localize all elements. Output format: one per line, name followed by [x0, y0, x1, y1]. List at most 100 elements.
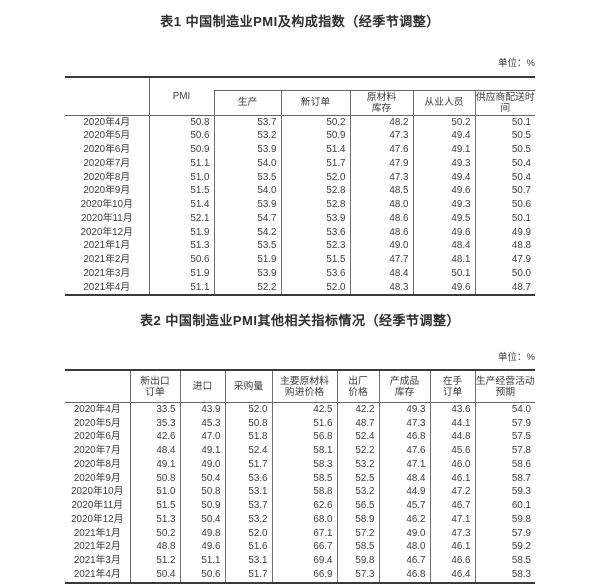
cell-value: 50.2 [280, 115, 350, 130]
cell-value: 49.3 [412, 156, 475, 171]
cell-value: 51.1 [148, 280, 214, 296]
cell-value: 49.1 [179, 444, 225, 458]
cell-value: 50.5 [474, 129, 535, 143]
cell-value: 43.6 [429, 402, 475, 417]
cell-value: 54.0 [474, 402, 535, 417]
cell-value: 35.3 [129, 416, 180, 431]
col-pmi: PMI [148, 77, 214, 115]
col-finished-goods-inventory: 产成品 库存 [378, 370, 430, 403]
cell-value: 46.7 [429, 499, 475, 513]
row-month-label: 2020年6月 [83, 144, 131, 155]
cell-value: 54.7 [213, 211, 281, 226]
table-row: 2020年6月 42.6 47.0 51.8 56.8 52.4 46.8 44.8 57.5 [65, 430, 535, 444]
row-month-label: 2020年8月 [83, 171, 131, 183]
cell-value: 48.8 [474, 239, 535, 253]
cell-value: 51.4 [280, 143, 350, 157]
cell-value: 50.8 [224, 416, 272, 431]
table-row: 2020年8月 51.0 53.5 52.0 47.3 49.4 50.4 [65, 170, 535, 185]
cell-value: 52.0 [280, 170, 350, 185]
cell-value: 51.1 [148, 156, 214, 171]
cell-value: 50.8 [148, 115, 214, 130]
cell-value: 46.1 [429, 471, 475, 486]
table-row: 2020年4月 33.5 43.9 52.0 42.5 42.2 49.3 43.6 54.0 [65, 402, 535, 417]
col-supplier-delivery-time: 供应商配送时间 [474, 90, 535, 115]
row-month-label: 2020年7月 [73, 445, 121, 456]
row-month-label: 2021年2月 [83, 254, 131, 265]
cell-value: 49.3 [412, 198, 475, 212]
table-row: 2021年2月 50.6 51.9 51.5 47.7 48.1 47.9 [65, 253, 535, 267]
cell-value: 50.7 [474, 184, 535, 198]
cell-value: 53.7 [213, 115, 281, 130]
table-row: 2020年10月 51.4 53.9 52.8 48.0 49.3 50.6 [65, 198, 535, 212]
cell-value: 57.9 [474, 416, 535, 431]
row-month-label: 2020年5月 [73, 417, 121, 429]
cell-value: 49.3 [378, 402, 430, 417]
cell-value: 53.2 [336, 457, 379, 472]
table2-body: 2020年4月 33.5 43.9 52.0 42.5 42.2 49.3 43.6 54.0 2… [65, 402, 535, 583]
table-row: 2020年10月 51.0 50.8 53.1 58.8 53.2 44.9 47.2 59.3 [65, 485, 535, 499]
col-purchasing-volume: 采购量 [224, 370, 272, 403]
cell-value: 49.1 [412, 143, 475, 157]
subindex-spacer [214, 77, 535, 91]
table-row: 2021年4月 51.1 52.2 52.0 48.3 49.6 48.7 [65, 280, 535, 296]
cell-value: 58.9 [336, 512, 379, 527]
cell-value: 58.6 [474, 457, 535, 472]
cell-value: 50.2 [129, 526, 180, 541]
cell-value: 51.4 [148, 198, 214, 212]
cell-value: 50.0 [474, 266, 535, 281]
cell-value: 51.2 [129, 554, 180, 568]
cell-value: 49.0 [179, 457, 225, 472]
table-row: 2020年9月 50.8 50.4 53.6 58.5 52.5 48.4 46.1 58.7 [65, 471, 535, 486]
cell-value: 58.5 [271, 471, 337, 486]
cell-value: 54.2 [213, 225, 281, 240]
cell-value: 43.9 [179, 402, 225, 417]
cell-value: 47.7 [349, 253, 413, 267]
col-raw-material-purchase-price: 主要原材料 购进价格 [271, 370, 337, 403]
cell-value: 58.7 [474, 471, 535, 486]
cell-value: 48.0 [378, 540, 430, 554]
cell-value: 51.9 [148, 225, 214, 240]
cell-value: 49.0 [349, 239, 413, 253]
cell-value: 51.3 [148, 239, 214, 253]
cell-value: 49.5 [412, 211, 475, 226]
cell-value: 45.6 [429, 444, 475, 458]
row-month-label: 2021年3月 [73, 555, 121, 566]
cell-value: 51.7 [280, 156, 350, 171]
cell-value: 48.4 [412, 239, 475, 253]
cell-value: 47.9 [349, 156, 413, 171]
table1-header: PMI 生产 新订单 原材料 库存 从业人员 供应商配送时间 [65, 77, 535, 115]
cell-value: 53.9 [280, 211, 350, 226]
table-row: 2021年4月 50.4 50.6 51.7 66.9 57.3 46.8 46.4 58.3 [65, 567, 535, 583]
cell-value: 53.6 [280, 225, 350, 240]
cell-value: 51.0 [129, 485, 180, 499]
cell-value: 53.5 [213, 170, 281, 185]
cell-value: 49.6 [412, 280, 475, 296]
cell-value: 52.0 [224, 402, 272, 417]
cell-value: 51.8 [224, 430, 272, 444]
table-row: 2020年12月 51.3 50.4 53.2 68.0 58.9 46.2 47.1 59.8 [65, 512, 535, 527]
row-month-label: 2020年11月 [80, 212, 133, 224]
cell-value: 46.8 [378, 567, 430, 583]
cell-value: 48.0 [349, 198, 413, 212]
cell-value: 46.7 [378, 554, 430, 568]
cell-value: 49.8 [179, 526, 225, 541]
cell-value: 52.8 [280, 198, 350, 212]
cell-value: 48.6 [349, 211, 413, 226]
cell-value: 44.9 [378, 485, 430, 499]
cell-value: 48.4 [129, 444, 180, 458]
cell-value: 48.8 [129, 540, 180, 554]
cell-value: 67.1 [271, 526, 337, 541]
table-row: 2020年6月 50.9 53.9 51.4 47.6 49.1 50.5 [65, 143, 535, 157]
col-ex-factory-price: 出厂 价格 [336, 370, 379, 403]
cell-value: 52.8 [280, 184, 350, 198]
cell-value: 66.9 [271, 567, 337, 583]
cell-value: 51.1 [179, 554, 225, 568]
cell-value: 52.5 [336, 471, 379, 486]
row-month-label: 2020年12月 [80, 226, 133, 238]
cell-value: 50.6 [148, 129, 214, 143]
row-month-label: 2020年4月 [83, 116, 131, 128]
cell-value: 47.6 [378, 444, 430, 458]
month-column-header [65, 370, 130, 402]
cell-value: 50.4 [474, 170, 535, 185]
cell-value: 46.8 [378, 430, 430, 444]
